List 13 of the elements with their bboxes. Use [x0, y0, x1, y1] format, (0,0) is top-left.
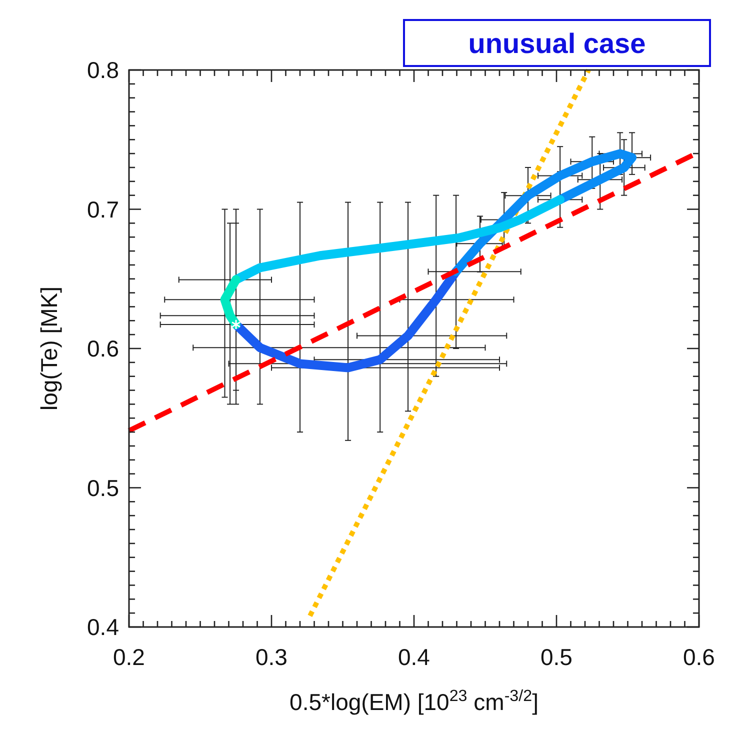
y-tick-label: 0.5 [87, 474, 119, 501]
x-tick-label: 0.4 [398, 644, 430, 670]
y-tick-label: 0.7 [87, 196, 119, 222]
x-tick-label: 0.2 [113, 644, 145, 670]
y-tick-label: 0.6 [87, 336, 119, 362]
x-tick-label: 0.6 [683, 644, 715, 670]
y-tick-label: 0.8 [87, 57, 119, 83]
x-axis-title: 0.5*log(EM) [10$^{23}$ cm$^{-3/2}$] [290, 687, 538, 715]
x-tick-label: 0.5 [540, 644, 572, 670]
text: unusual case [468, 28, 646, 59]
y-tick-label: 0.4 [87, 614, 120, 640]
x-tick-label: 0.3 [256, 644, 288, 670]
y-axis-title: log(Te) [MK] [36, 286, 62, 410]
